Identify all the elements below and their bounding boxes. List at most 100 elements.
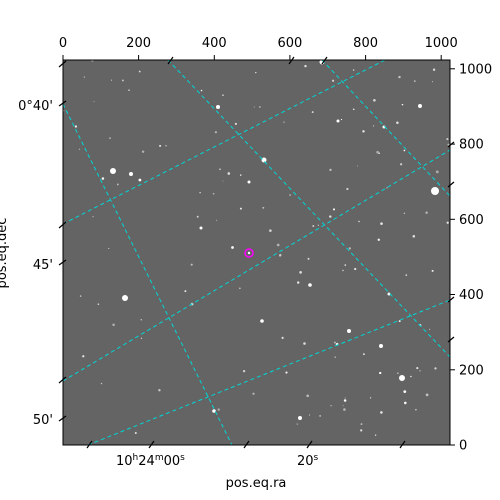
top-tick-0: 0	[59, 36, 67, 51]
star	[138, 178, 142, 182]
star	[346, 187, 349, 191]
star	[296, 423, 298, 425]
star	[214, 131, 217, 134]
star	[134, 431, 137, 435]
right-tick-400: 400	[459, 288, 484, 303]
star	[82, 355, 85, 358]
star	[303, 342, 306, 345]
target-marker-center	[247, 251, 251, 255]
star	[340, 118, 343, 121]
star	[140, 319, 143, 321]
star	[242, 369, 246, 373]
bright-star	[122, 295, 128, 301]
bright-star	[129, 172, 133, 176]
right-pixel-axis	[450, 68, 455, 446]
star	[379, 371, 382, 375]
star	[399, 163, 403, 166]
star	[419, 370, 421, 372]
star	[352, 69, 355, 71]
star	[329, 168, 332, 172]
star	[312, 225, 315, 227]
grid-line	[63, 149, 450, 382]
star	[308, 414, 311, 416]
star	[100, 382, 103, 385]
x-axis-label: pos.eq.ra	[226, 476, 287, 491]
star	[397, 372, 399, 374]
right-tick-200: 200	[459, 363, 484, 378]
star	[190, 263, 193, 266]
target-marker	[244, 248, 254, 258]
bright-star	[261, 157, 267, 163]
star	[403, 390, 407, 393]
star	[306, 394, 310, 398]
star	[158, 388, 161, 392]
dec-tick-40: 0°40'	[18, 99, 53, 114]
bright-star	[308, 283, 312, 287]
bright-star	[110, 168, 116, 174]
bright-star	[336, 119, 340, 123]
star	[373, 125, 375, 127]
star	[285, 371, 288, 374]
bright-star	[347, 329, 351, 333]
star	[352, 108, 355, 111]
sky-background	[63, 60, 450, 445]
star	[357, 165, 359, 167]
star	[404, 401, 407, 405]
dec-tick-50: 50'	[33, 413, 53, 428]
star	[116, 183, 119, 186]
star	[343, 399, 347, 402]
star-field	[63, 60, 450, 436]
bright-star	[247, 180, 251, 184]
star	[255, 72, 257, 74]
star	[405, 274, 408, 276]
star	[101, 177, 105, 180]
star	[376, 150, 379, 154]
star	[217, 408, 220, 411]
star	[252, 392, 255, 395]
star	[74, 125, 78, 128]
star	[184, 290, 187, 293]
star	[212, 192, 215, 195]
star	[343, 408, 346, 411]
star	[425, 393, 429, 397]
star	[432, 68, 436, 71]
bright-star	[418, 104, 422, 108]
star	[329, 215, 332, 218]
star	[410, 375, 412, 378]
star	[304, 64, 307, 68]
top-tick-200: 200	[126, 36, 151, 51]
grid-line	[321, 60, 450, 197]
star	[398, 75, 401, 79]
bright-star	[216, 105, 220, 109]
star	[109, 137, 111, 139]
right-tick-0: 0	[459, 439, 467, 454]
grid-line	[63, 103, 233, 445]
star	[140, 337, 143, 340]
dec-tick-45: 45'	[33, 258, 53, 273]
star	[279, 253, 282, 257]
star	[334, 356, 336, 358]
star	[108, 247, 110, 249]
star	[431, 81, 434, 83]
plot-frame	[62, 59, 451, 446]
star	[253, 106, 255, 108]
star	[317, 224, 319, 226]
star	[363, 353, 365, 355]
star	[380, 411, 383, 414]
star	[121, 79, 124, 82]
star	[281, 336, 284, 339]
star	[403, 149, 406, 152]
star	[219, 168, 221, 171]
star	[222, 94, 224, 96]
star	[398, 320, 401, 323]
star	[199, 192, 201, 194]
star	[447, 143, 450, 146]
bright-star	[212, 409, 216, 413]
star	[332, 208, 336, 211]
star	[227, 172, 231, 175]
star	[319, 414, 322, 417]
bright-star	[399, 375, 405, 381]
star	[377, 238, 381, 242]
right-tick-800: 800	[459, 138, 484, 153]
